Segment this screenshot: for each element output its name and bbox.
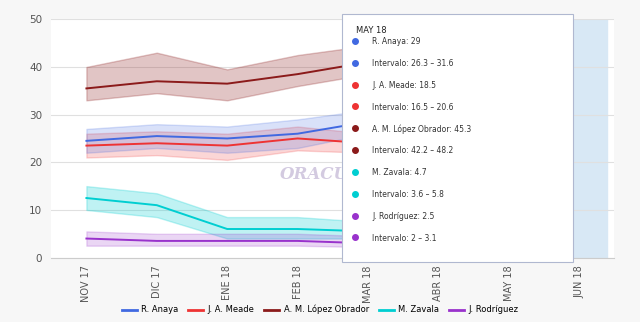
Bar: [481, 19, 607, 258]
Point: [350, 147, 360, 153]
Point: [504, 130, 514, 135]
Point: [504, 167, 514, 172]
Point: [504, 243, 514, 248]
Text: J. A. Meade: 18.5: J. A. Meade: 18.5: [372, 81, 436, 90]
Point: [504, 117, 514, 122]
Point: [504, 240, 514, 245]
Text: A. M. López Obrador: 45.3: A. M. López Obrador: 45.3: [372, 124, 472, 134]
Text: Intervalo: 26.3 – 31.6: Intervalo: 26.3 – 31.6: [372, 59, 454, 68]
Point: [504, 176, 514, 182]
Text: Intervalo: 42.2 – 48.2: Intervalo: 42.2 – 48.2: [372, 147, 454, 155]
Point: [504, 243, 514, 248]
Point: [350, 169, 360, 175]
Point: [504, 104, 514, 109]
Point: [504, 167, 514, 172]
Point: [350, 213, 360, 218]
Point: [504, 232, 514, 238]
Point: [504, 157, 514, 162]
Legend: R. Anaya, J. A. Meade, A. M. López Obrador, M. Zavala, J. Rodríguez: R. Anaya, J. A. Meade, A. M. López Obrad…: [118, 302, 522, 318]
Point: [504, 117, 514, 122]
Point: [504, 232, 514, 238]
Text: Intervalo: 3.6 – 5.8: Intervalo: 3.6 – 5.8: [372, 190, 444, 199]
Point: [504, 54, 514, 59]
Point: [350, 38, 360, 43]
Point: [350, 235, 360, 240]
Point: [350, 82, 360, 87]
Point: [504, 39, 514, 44]
Point: [350, 191, 360, 196]
Point: [504, 243, 514, 248]
Text: Intervalo: 16.5 – 20.6: Intervalo: 16.5 – 20.6: [372, 103, 454, 112]
Text: M. Zavala: 4.7: M. Zavala: 4.7: [372, 168, 427, 177]
Text: R. Anaya: 29: R. Anaya: 29: [372, 37, 421, 46]
FancyBboxPatch shape: [342, 14, 573, 262]
Text: MAY 18: MAY 18: [356, 26, 387, 35]
Point: [504, 39, 514, 44]
Text: Intervalo: 2 – 3.1: Intervalo: 2 – 3.1: [372, 234, 437, 243]
Point: [350, 104, 360, 109]
Point: [350, 60, 360, 65]
Point: [504, 39, 514, 44]
Point: [504, 117, 514, 122]
Point: [504, 167, 514, 172]
Point: [504, 25, 514, 31]
Point: [350, 126, 360, 131]
Text: ORACULUS: ORACULUS: [280, 166, 386, 183]
Point: [504, 238, 514, 243]
Point: [504, 232, 514, 238]
Point: [504, 245, 514, 251]
Text: J. Rodríguez: 2.5: J. Rodríguez: 2.5: [372, 212, 435, 221]
Point: [504, 227, 514, 232]
